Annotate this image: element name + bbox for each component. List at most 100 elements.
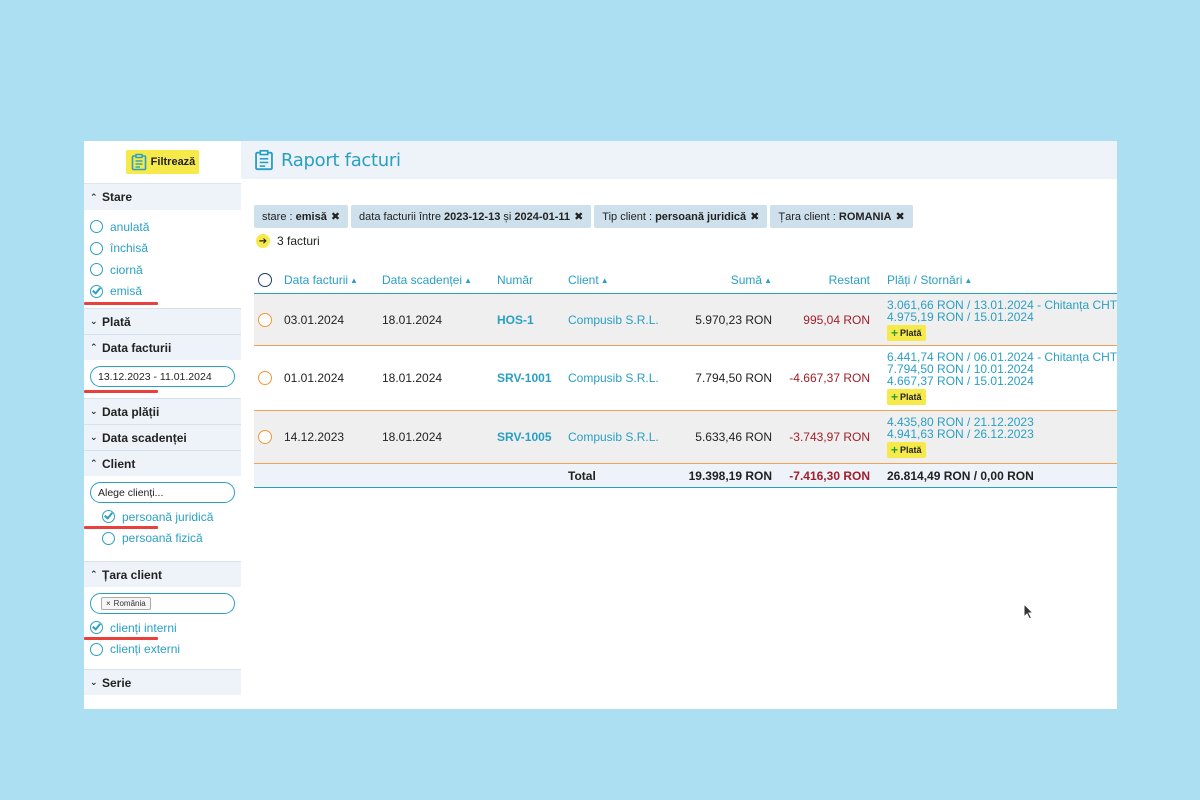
payment-link[interactable]: 6.441,74 RON / 06.01.2024 - Chitanța CHT…	[887, 351, 1117, 364]
highlight-underline	[84, 390, 158, 393]
add-payment-button[interactable]: + Plată	[887, 442, 926, 458]
option-clienti-interni[interactable]: clienți interni	[90, 617, 241, 639]
date-range-input[interactable]: 13.12.2023 - 11.01.2024	[90, 366, 235, 387]
col-numar[interactable]: Număr	[497, 273, 568, 287]
client-link[interactable]: Compusib S.R.L.	[568, 312, 659, 327]
option-inchisa[interactable]: închisă	[90, 238, 241, 260]
filter-button[interactable]: Filtrează	[125, 150, 200, 174]
radio-icon[interactable]	[90, 642, 103, 656]
radio-icon[interactable]	[90, 220, 103, 234]
invoice-number-link[interactable]: SRV-1005	[497, 430, 552, 444]
row-radio[interactable]	[258, 312, 272, 327]
checked-radio-icon[interactable]	[90, 284, 103, 298]
section-stare[interactable]: ⌃ Stare	[84, 184, 241, 210]
option-ciorna[interactable]: ciornă	[90, 259, 241, 281]
table-row[interactable]: 03.01.2024 18.01.2024 HOS-1 Compusib S.R…	[254, 294, 1117, 346]
app-window: Filtrează ⌃ Stare anulată închisă ciornă	[84, 141, 1117, 709]
invoice-number-link[interactable]: SRV-1001	[497, 371, 552, 385]
client-link[interactable]: Compusib S.R.L.	[568, 430, 659, 444]
cell-restant: -3.743,97 RON	[789, 430, 870, 444]
table-row[interactable]: 01.01.2024 18.01.2024 SRV-1001 Compusib …	[254, 346, 1117, 411]
payment-link[interactable]: 4.941,63 RON / 26.12.2023	[887, 427, 1034, 441]
highlight-underline	[84, 526, 158, 529]
client-link[interactable]: Compusib S.R.L.	[568, 371, 659, 385]
plus-icon: +	[891, 390, 899, 404]
col-data-scadentei[interactable]: Data scadenței ▲	[382, 273, 497, 287]
row-select-cell	[254, 371, 284, 385]
payment-link[interactable]: 4.975,19 RON / 15.01.2024	[887, 309, 1034, 324]
radio-icon[interactable]	[90, 241, 103, 255]
checked-radio-icon[interactable]	[102, 510, 115, 524]
close-icon[interactable]: ✖	[750, 211, 760, 223]
section-stare-title: Stare	[102, 190, 133, 204]
section-serie[interactable]: ⌄ Serie	[84, 669, 241, 695]
row-radio[interactable]	[258, 430, 272, 444]
table-row[interactable]: 14.12.2023 18.01.2024 SRV-1005 Compusib …	[254, 411, 1117, 464]
section-tara-client-title: Țara client	[102, 567, 163, 582]
add-payment-button[interactable]: + Plată	[887, 324, 926, 341]
client-body: Alege clienți... persoană juridică perso…	[84, 476, 241, 561]
chip-stare[interactable]: stare : emisă ✖	[254, 205, 349, 228]
invoice-table: Data facturii ▲ Data scadenței ▲ Număr Cli…	[254, 267, 1117, 488]
option-emisa[interactable]: emisă	[90, 281, 241, 303]
sort-up-icon: ▲	[464, 276, 472, 285]
close-icon[interactable]: ×	[106, 599, 111, 608]
close-icon[interactable]: ✖	[574, 211, 584, 223]
section-data-facturii[interactable]: ⌃ Data facturii	[84, 334, 241, 360]
filter-button-label: Filtrează	[150, 156, 196, 168]
checked-radio-icon[interactable]	[90, 621, 103, 635]
row-radio[interactable]	[258, 371, 272, 385]
col-suma[interactable]: Sumă ▲	[664, 273, 772, 287]
payment-link[interactable]: 3.061,66 RON / 13.01.2024 - Chitanța CHT…	[887, 298, 1117, 312]
chip-tara-client[interactable]: Țara client : ROMANIA ✖	[770, 205, 913, 228]
col-label: Plăți / Stornări	[887, 273, 963, 287]
tara-client-body: × România clienți interni clienți extern…	[84, 587, 241, 669]
col-client[interactable]: Client ▲	[568, 273, 664, 287]
select-all-radio[interactable]	[258, 273, 272, 287]
section-data-scadentei[interactable]: ⌄ Data scadenței	[84, 424, 241, 450]
section-plata[interactable]: ⌄ Plată	[84, 308, 241, 334]
chevron-up-icon: ⌃	[90, 569, 98, 579]
payment-link[interactable]: 4.435,80 RON / 21.12.2023	[887, 416, 1034, 429]
close-icon[interactable]: ✖	[330, 211, 341, 223]
stare-options: anulată închisă ciornă emisă	[84, 210, 241, 308]
invoice-number-link[interactable]: HOS-1	[497, 312, 534, 327]
col-plati[interactable]: Plăți / Stornări ▲	[870, 273, 1117, 287]
country-tag[interactable]: × România	[101, 597, 151, 610]
country-input[interactable]: × România	[90, 593, 235, 614]
chip-data-facturii[interactable]: data facturii între 2023-12-13 și 2024-0…	[351, 205, 592, 228]
payment-link[interactable]: 7.794,50 RON / 10.01.2024	[887, 362, 1034, 376]
client-search-placeholder: Alege clienți...	[98, 486, 164, 499]
cell-suma: 5.633,46 RON	[695, 430, 772, 444]
cell-restant: 995,04 RON	[803, 312, 870, 327]
date-range-value: 13.12.2023 - 11.01.2024	[98, 370, 212, 383]
result-count: ➔ 3 facturi	[256, 234, 320, 248]
section-data-facturii-title: Data facturii	[102, 340, 172, 355]
payment-link[interactable]: 4.667,37 RON / 15.01.2024	[887, 374, 1034, 388]
section-tara-client[interactable]: ⌃ Țara client	[84, 561, 241, 587]
cell-data: 01.01.2024	[284, 371, 345, 385]
row-select-cell	[254, 312, 284, 327]
col-restant[interactable]: Restant	[772, 273, 870, 287]
section-data-platii[interactable]: ⌄ Data plății	[84, 398, 241, 424]
option-persoana-juridica[interactable]: persoană juridică	[90, 506, 241, 528]
radio-icon[interactable]	[102, 531, 115, 545]
client-search-input[interactable]: Alege clienți...	[90, 482, 235, 503]
section-client[interactable]: ⌃ Client	[84, 450, 241, 476]
sort-up-icon: ▲	[764, 276, 772, 285]
close-icon[interactable]: ✖	[895, 211, 905, 223]
chip-prefix: Tip client :	[602, 210, 656, 223]
highlight-underline	[84, 637, 158, 640]
chip-tip-client[interactable]: Tip client : persoană juridică ✖	[594, 205, 768, 228]
option-anulata[interactable]: anulată	[90, 216, 241, 238]
col-label: Data scadenței	[382, 273, 463, 287]
add-payment-button[interactable]: + Plată	[887, 389, 926, 405]
col-data-facturii[interactable]: Data facturii ▲	[284, 273, 382, 287]
option-clienti-externi[interactable]: clienți externi	[90, 639, 241, 661]
chevron-up-icon: ⌃	[90, 458, 98, 468]
option-persoana-fizica[interactable]: persoană fizică	[90, 528, 241, 550]
cell-restant: -4.667,37 RON	[789, 371, 870, 385]
filter-sidebar: Filtrează ⌃ Stare anulată închisă ciornă	[84, 141, 241, 709]
option-label: clienți interni	[110, 620, 177, 635]
radio-icon[interactable]	[90, 263, 103, 277]
